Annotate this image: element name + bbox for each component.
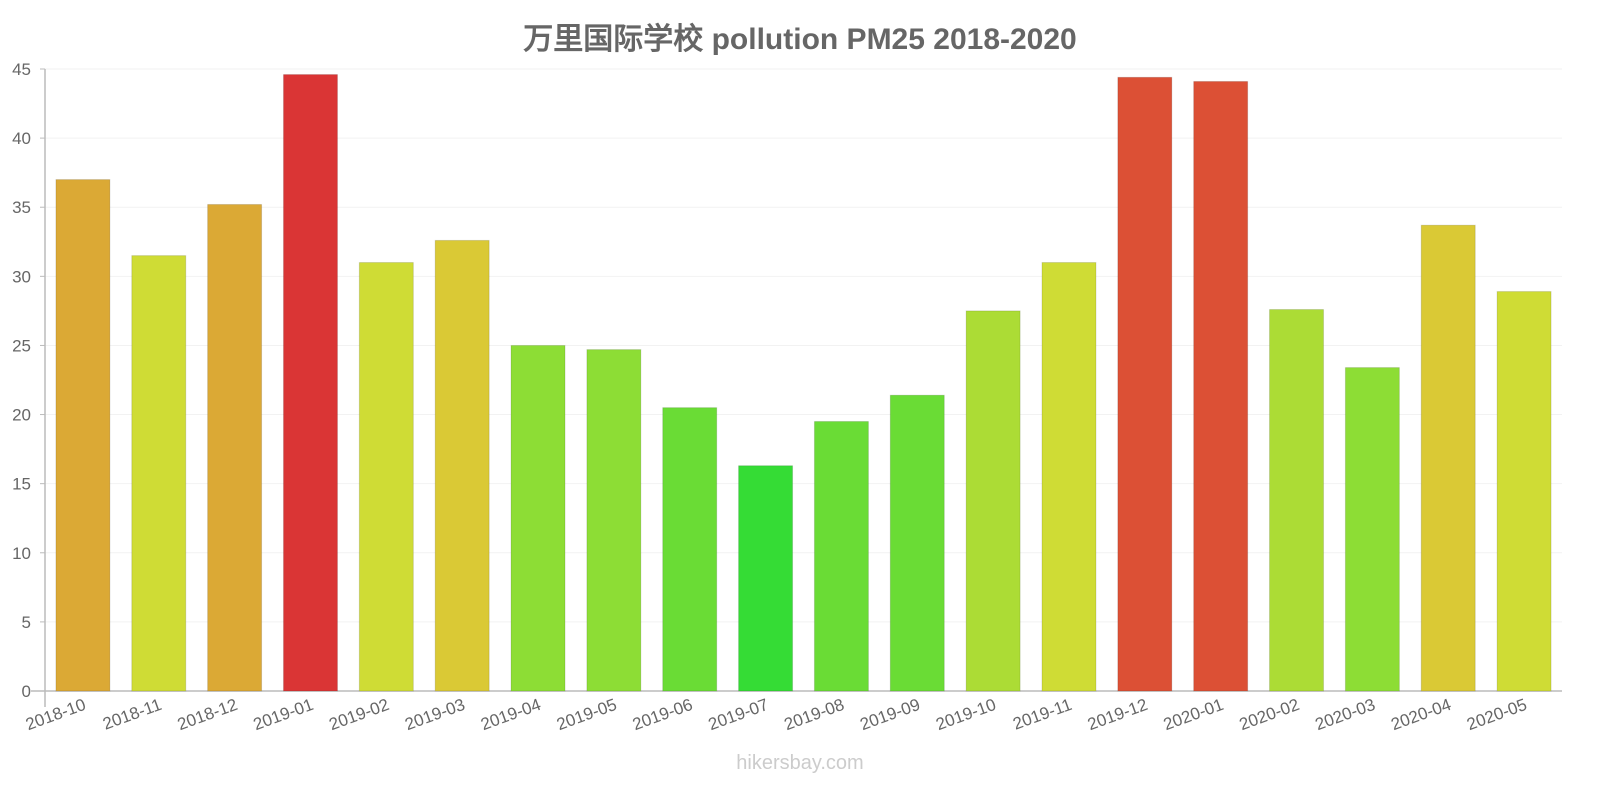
bar: 2019-12: 44.4 (1117, 76, 1173, 692)
bar: 2019-03: 32.6 (434, 239, 490, 692)
x-tick-label: 2019-07 (706, 695, 771, 734)
bar: 2018-10: 37 (55, 179, 111, 692)
x-tick-label: 2019-08 (782, 695, 847, 734)
bar: 2020-03: 23.4 (1344, 367, 1400, 692)
x-tick-label: 2018-12 (175, 695, 240, 734)
y-tick-label: 40 (12, 129, 31, 148)
x-tick-label: 2019-01 (251, 695, 316, 734)
bar: 2018-11: 31.5 (131, 255, 187, 692)
bar: 2019-10: 27.5 (965, 310, 1021, 692)
y-tick-label: 25 (12, 336, 31, 355)
x-tick-label: 2019-02 (327, 695, 392, 734)
bar: 2020-04: 33.7 (1420, 224, 1476, 692)
x-tick-label: 2019-12 (1085, 695, 1150, 734)
y-tick-label: 30 (12, 267, 31, 286)
bar: 2019-01: 44.6 (282, 74, 338, 692)
bar: 2020-05: 28.9 (1496, 291, 1552, 692)
bar: 2019-09: 21.4 (889, 394, 945, 692)
bar: 2020-02: 27.6 (1269, 309, 1325, 692)
y-tick-label: 35 (12, 198, 31, 217)
bar: 2019-02: 31 (358, 262, 414, 692)
bar: 2018-12: 35.2 (207, 203, 263, 692)
x-tick-label: 2018-10 (23, 695, 88, 734)
x-tick-label: 2019-09 (858, 695, 923, 734)
x-tick-label: 2019-03 (402, 695, 467, 734)
bar: 2019-08: 19.5 (813, 420, 869, 692)
y-tick-label: 20 (12, 406, 31, 425)
x-tick-label: 2020-02 (1237, 695, 1302, 734)
x-tick-label: 2019-05 (554, 695, 619, 734)
y-tick-label: 45 (12, 60, 31, 79)
bar: 2019-06: 20.5 (662, 407, 718, 692)
x-tick-label: 2020-05 (1464, 695, 1529, 734)
watermark: hikersbay.com (736, 752, 864, 774)
bar: 2020-01: 44.1 (1193, 80, 1249, 692)
y-tick-label: 5 (22, 613, 31, 632)
x-tick-label: 2019-11 (1010, 695, 1074, 734)
x-tick-label: 2020-03 (1313, 695, 1378, 734)
x-tick-label: 2018-11 (100, 695, 164, 734)
bar: 2019-04: 25 (510, 344, 566, 692)
y-tick-label: 0 (22, 682, 31, 701)
bar: 2019-11: 31 (1041, 262, 1097, 692)
bar: 2019-05: 24.7 (586, 349, 642, 692)
y-tick-label: 15 (12, 475, 31, 494)
y-tick-label: 10 (12, 544, 31, 563)
x-tick-label: 2020-01 (1161, 695, 1226, 734)
x-tick-label: 2019-06 (630, 695, 695, 734)
x-tick-label: 2019-10 (933, 695, 998, 734)
bar: 2019-07: 16.3 (738, 465, 794, 692)
chart-title: 万里国际学校 pollution PM25 2018-2020 (523, 23, 1077, 56)
x-tick-label: 2019-04 (478, 695, 543, 734)
x-tick-label: 2020-04 (1388, 695, 1453, 734)
